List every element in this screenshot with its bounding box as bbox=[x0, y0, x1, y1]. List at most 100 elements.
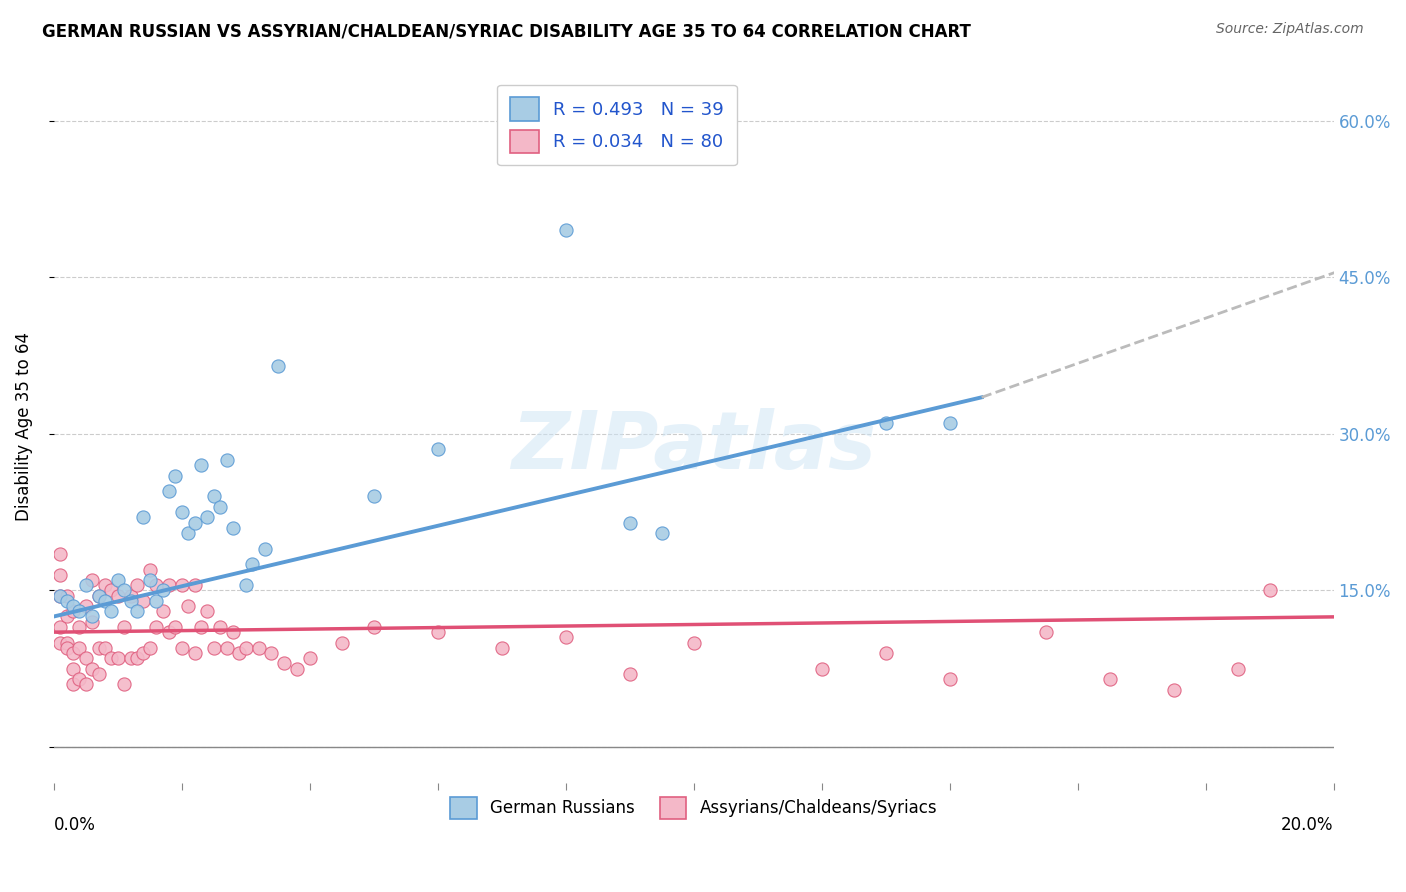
Point bbox=[145, 620, 167, 634]
Point bbox=[62, 662, 84, 676]
Point bbox=[215, 453, 238, 467]
Point bbox=[619, 666, 641, 681]
Point bbox=[82, 662, 104, 676]
Point bbox=[49, 567, 72, 582]
Point bbox=[120, 651, 142, 665]
Point bbox=[267, 359, 290, 373]
Text: ZIPatlas: ZIPatlas bbox=[512, 409, 876, 486]
Point bbox=[426, 442, 449, 457]
Point bbox=[682, 635, 704, 649]
Point bbox=[94, 578, 117, 592]
Point bbox=[240, 558, 263, 572]
Point bbox=[49, 635, 72, 649]
Point bbox=[190, 458, 212, 472]
Point bbox=[55, 609, 77, 624]
Point bbox=[132, 646, 155, 660]
Point bbox=[197, 604, 219, 618]
Point bbox=[75, 651, 97, 665]
Point bbox=[1258, 583, 1281, 598]
Point bbox=[491, 640, 513, 655]
Point bbox=[107, 651, 129, 665]
Point bbox=[139, 562, 162, 576]
Point bbox=[285, 662, 308, 676]
Point bbox=[260, 646, 283, 660]
Point bbox=[49, 620, 72, 634]
Point bbox=[554, 631, 576, 645]
Point bbox=[810, 662, 832, 676]
Point bbox=[82, 573, 104, 587]
Point bbox=[1098, 672, 1121, 686]
Point bbox=[209, 620, 232, 634]
Point bbox=[183, 578, 205, 592]
Point bbox=[94, 640, 117, 655]
Point bbox=[67, 672, 90, 686]
Point bbox=[125, 651, 148, 665]
Point bbox=[145, 594, 167, 608]
Point bbox=[112, 677, 135, 691]
Point bbox=[67, 604, 90, 618]
Point bbox=[1035, 625, 1057, 640]
Point bbox=[228, 646, 250, 660]
Point bbox=[177, 526, 200, 541]
Point bbox=[554, 223, 576, 237]
Point bbox=[619, 516, 641, 530]
Point bbox=[120, 589, 142, 603]
Point bbox=[875, 417, 897, 431]
Point bbox=[190, 620, 212, 634]
Legend: German Russians, Assyrians/Chaldeans/Syriacs: German Russians, Assyrians/Chaldeans/Syr… bbox=[443, 790, 943, 825]
Point bbox=[100, 583, 122, 598]
Point bbox=[330, 635, 353, 649]
Point bbox=[55, 635, 77, 649]
Point bbox=[75, 578, 97, 592]
Text: Source: ZipAtlas.com: Source: ZipAtlas.com bbox=[1216, 22, 1364, 37]
Point bbox=[183, 646, 205, 660]
Point bbox=[202, 490, 225, 504]
Point bbox=[215, 640, 238, 655]
Point bbox=[197, 510, 219, 524]
Point bbox=[426, 625, 449, 640]
Point bbox=[165, 620, 187, 634]
Text: GERMAN RUSSIAN VS ASSYRIAN/CHALDEAN/SYRIAC DISABILITY AGE 35 TO 64 CORRELATION C: GERMAN RUSSIAN VS ASSYRIAN/CHALDEAN/SYRI… bbox=[42, 22, 972, 40]
Point bbox=[55, 640, 77, 655]
Point bbox=[49, 589, 72, 603]
Point bbox=[157, 578, 180, 592]
Point bbox=[273, 657, 295, 671]
Point bbox=[87, 640, 110, 655]
Point bbox=[651, 526, 673, 541]
Point bbox=[82, 609, 104, 624]
Point bbox=[139, 640, 162, 655]
Point bbox=[62, 599, 84, 613]
Point bbox=[87, 666, 110, 681]
Point bbox=[120, 594, 142, 608]
Point bbox=[67, 640, 90, 655]
Point bbox=[87, 589, 110, 603]
Point bbox=[298, 651, 321, 665]
Point bbox=[100, 651, 122, 665]
Point bbox=[253, 541, 276, 556]
Point bbox=[1163, 682, 1185, 697]
Y-axis label: Disability Age 35 to 64: Disability Age 35 to 64 bbox=[15, 332, 32, 521]
Point bbox=[938, 417, 960, 431]
Point bbox=[87, 589, 110, 603]
Point bbox=[125, 578, 148, 592]
Point bbox=[132, 510, 155, 524]
Text: 0.0%: 0.0% bbox=[53, 815, 96, 834]
Point bbox=[55, 594, 77, 608]
Point bbox=[202, 640, 225, 655]
Point bbox=[67, 620, 90, 634]
Point bbox=[145, 578, 167, 592]
Text: 20.0%: 20.0% bbox=[1281, 815, 1334, 834]
Point bbox=[363, 620, 385, 634]
Point bbox=[170, 505, 193, 519]
Point bbox=[107, 573, 129, 587]
Point bbox=[1226, 662, 1249, 676]
Point bbox=[49, 589, 72, 603]
Point bbox=[938, 672, 960, 686]
Point bbox=[139, 573, 162, 587]
Point bbox=[152, 583, 174, 598]
Point bbox=[363, 490, 385, 504]
Point bbox=[75, 677, 97, 691]
Point bbox=[132, 594, 155, 608]
Point bbox=[209, 500, 232, 514]
Point bbox=[222, 521, 245, 535]
